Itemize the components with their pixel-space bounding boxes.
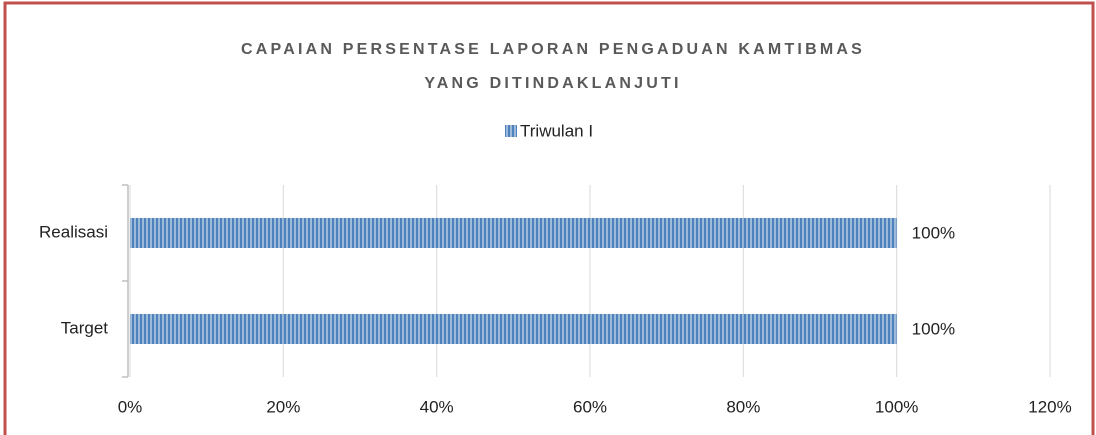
y-tick-label: Target: [61, 318, 109, 337]
x-tick-label: 40%: [420, 397, 454, 416]
legend-label: Triwulan I: [520, 121, 593, 140]
legend-swatch: [505, 125, 517, 137]
data-label: 100%: [912, 223, 955, 242]
x-tick-label: 60%: [573, 397, 607, 416]
data-label: 100%: [912, 319, 955, 338]
bar: [130, 218, 897, 248]
y-tick-label: Realisasi: [39, 222, 108, 241]
x-tick-label: 0%: [118, 397, 143, 416]
chart-title: CAPAIAN PERSENTASE LAPORAN PENGADUAN KAM…: [241, 41, 865, 58]
bar: [130, 314, 897, 344]
chart-title: YANG DITINDAKLANJUTI: [424, 75, 681, 92]
x-tick-label: 100%: [875, 397, 918, 416]
x-tick-label: 80%: [726, 397, 760, 416]
x-tick-label: 120%: [1028, 397, 1071, 416]
x-tick-label: 20%: [266, 397, 300, 416]
frame: [3, 1, 1095, 435]
